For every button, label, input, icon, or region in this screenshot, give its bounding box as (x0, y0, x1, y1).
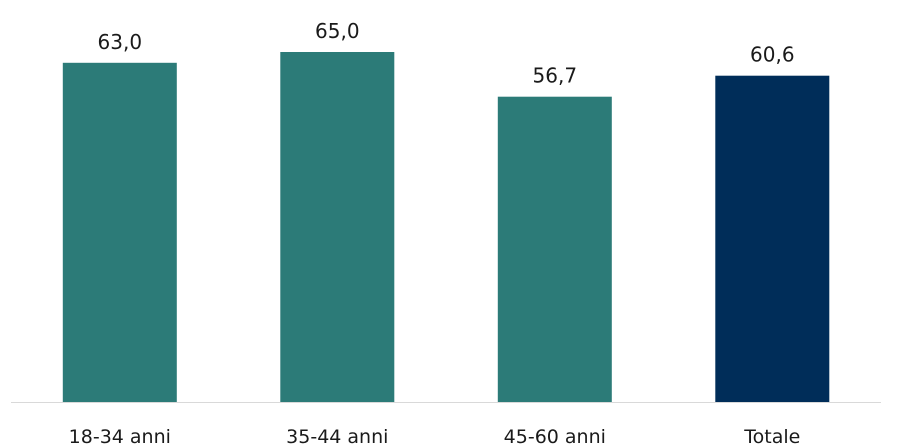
data-label-18-34-anni: 63,0 (98, 30, 143, 54)
data-label-totale: 60,6 (750, 43, 795, 67)
x-tick-label-45-60-anni: 45-60 anni (504, 426, 606, 445)
x-tick-labels: 18-34 anni 35-44 anni 45-60 anni Totale (69, 426, 801, 445)
value-labels-layer: 63,0 65,0 56,7 60,6 (98, 19, 795, 88)
x-tick-label-totale: Totale (743, 426, 800, 445)
bars-layer (62, 52, 830, 403)
data-label-35-44-anni: 65,0 (315, 19, 360, 43)
bar-18-34-anni (62, 62, 177, 403)
data-label-45-60-anni: 56,7 (533, 64, 578, 88)
bar-35-44-anni (280, 52, 395, 402)
x-tick-label-18-34-anni: 18-34 anni (69, 426, 171, 445)
x-tick-label-35-44-anni: 35-44 anni (286, 426, 388, 445)
bar-totale (715, 75, 830, 402)
bar-45-60-anni (497, 96, 612, 402)
